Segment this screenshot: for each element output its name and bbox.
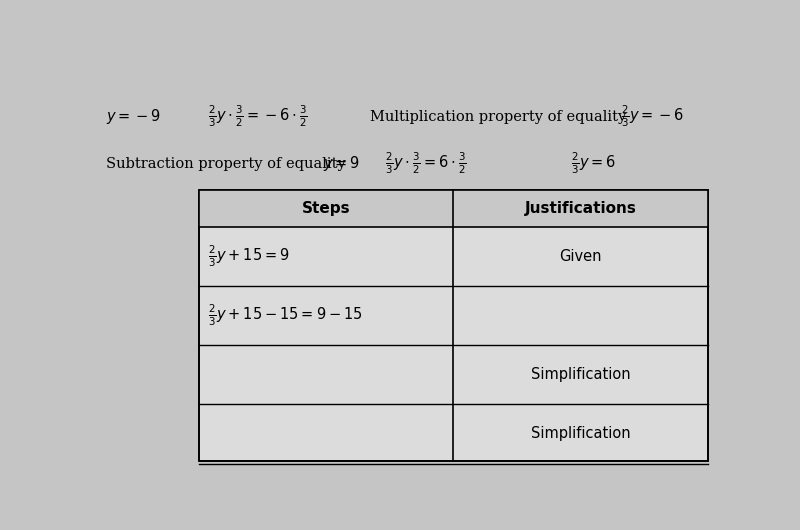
Text: Multiplication property of equality: Multiplication property of equality	[370, 110, 626, 123]
Text: Simplification: Simplification	[530, 367, 630, 382]
FancyBboxPatch shape	[199, 190, 708, 227]
Text: Steps: Steps	[302, 201, 350, 216]
Text: $\frac{2}{3}y = 6$: $\frac{2}{3}y = 6$	[571, 151, 617, 176]
Text: Given: Given	[559, 249, 602, 264]
Text: $y = 9$: $y = 9$	[323, 154, 361, 173]
Text: $\frac{2}{3}y = -6$: $\frac{2}{3}y = -6$	[621, 104, 684, 129]
Text: $\frac{2}{3}y + 15 = 9$: $\frac{2}{3}y + 15 = 9$	[209, 244, 290, 269]
Text: Simplification: Simplification	[530, 427, 630, 441]
Text: $\frac{2}{3}y + 15 - 15 = 9 - 15$: $\frac{2}{3}y + 15 - 15 = 9 - 15$	[209, 303, 363, 328]
Text: $y = -9$: $y = -9$	[106, 107, 162, 126]
Text: Justifications: Justifications	[525, 201, 637, 216]
FancyBboxPatch shape	[199, 190, 708, 462]
Text: Subtraction property of equality: Subtraction property of equality	[106, 156, 346, 171]
Text: $\frac{2}{3}y \cdot \frac{3}{2} = -6 \cdot \frac{3}{2}$: $\frac{2}{3}y \cdot \frac{3}{2} = -6 \cd…	[209, 104, 308, 129]
Text: $\frac{2}{3}y \cdot \frac{3}{2} = 6 \cdot \frac{3}{2}$: $\frac{2}{3}y \cdot \frac{3}{2} = 6 \cdo…	[386, 151, 467, 176]
